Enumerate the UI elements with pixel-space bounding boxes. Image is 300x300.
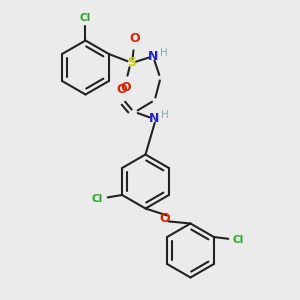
Text: S: S (127, 56, 136, 70)
Text: O: O (121, 81, 131, 94)
Text: H: H (161, 110, 169, 120)
Text: O: O (129, 32, 140, 45)
Text: N: N (148, 112, 159, 125)
Text: N: N (148, 50, 158, 63)
Text: Cl: Cl (92, 194, 103, 204)
Text: O: O (160, 212, 170, 226)
Text: Cl: Cl (233, 235, 244, 245)
Text: H: H (160, 48, 168, 59)
Text: Cl: Cl (80, 13, 91, 23)
Text: O: O (116, 83, 127, 96)
